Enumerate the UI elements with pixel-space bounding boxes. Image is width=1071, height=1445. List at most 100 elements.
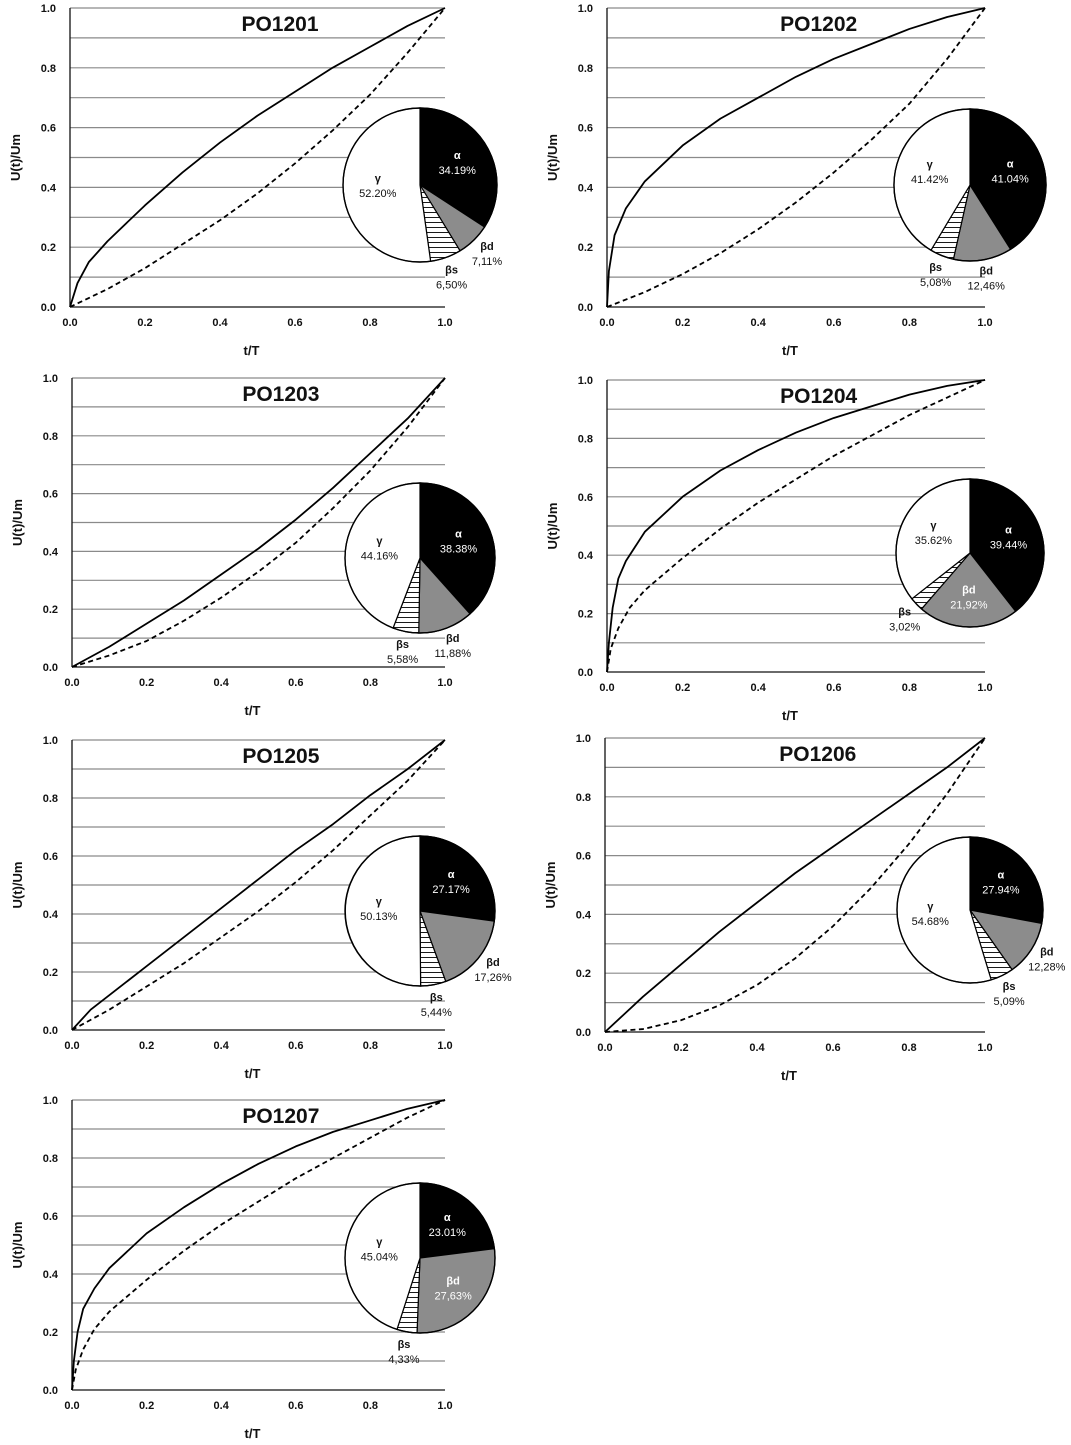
pie-chart: α 34.19% γ 52.20% βd 7,11% βs 6,50% (342, 107, 502, 291)
solid-curve (606, 7, 986, 308)
pie-chart: α 41.04% γ 41.42% βd 12,46% βs 5,08% (893, 108, 1047, 293)
chart-panel: 0.0 0.2 0.4 0.6 0.8 1.0 0.0 0.2 0.4 0.6 0.8 1.0 t/T U… (545, 375, 1045, 723)
y-tick-label: 0.2 (43, 967, 58, 979)
pie-label-value: 39.44% (990, 540, 1028, 552)
pie-label-name: βs (396, 639, 409, 651)
y-tick-label: 0.8 (43, 793, 58, 805)
solid-curve (71, 1099, 446, 1391)
x-axis-title: t/T (244, 343, 260, 358)
chart-panel: 0.0 0.2 0.4 0.6 0.8 1.0 0.0 0.2 0.4 0.6 0.8 1.0 t/T U… (10, 373, 496, 718)
x-tick-label: 1.0 (977, 682, 992, 694)
x-tick-label: 0.8 (363, 677, 378, 689)
pie-label-value: 5,58% (387, 654, 418, 666)
y-tick-label: 0.6 (41, 123, 56, 135)
pie-label-value: 5,08% (920, 277, 951, 289)
y-tick-label: 0.0 (43, 662, 58, 674)
x-axis-title: t/T (245, 703, 261, 718)
y-tick-label: 0.6 (43, 489, 58, 501)
y-tick-label: 0.8 (43, 431, 58, 443)
pie-label-name: γ (376, 896, 383, 908)
pie-chart: α 27.17% γ 50.13% βd 17,26% βs 5,44% (344, 835, 512, 1019)
x-tick-label: 0.2 (139, 1400, 154, 1412)
x-axis-title: t/T (782, 343, 798, 358)
x-tick-label: 0.0 (64, 677, 79, 689)
pie-label-name: α (444, 1212, 451, 1224)
pie-label-name: βs (898, 606, 911, 618)
x-tick-label: 0.2 (675, 317, 690, 329)
y-tick-label: 0.6 (578, 123, 593, 135)
pie-label-value: 5,09% (993, 996, 1024, 1008)
dashed-curve (606, 7, 986, 308)
y-tick-label: 1.0 (43, 373, 58, 385)
chart-title: PO1203 (242, 383, 319, 406)
chart-panel: 0.0 0.2 0.4 0.6 0.8 1.0 0.0 0.2 0.4 0.6 0.8 1.0 t/T U… (543, 733, 1066, 1083)
pie-label-name: βd (486, 957, 499, 969)
chart-title: PO1202 (780, 13, 857, 36)
y-tick-label: 0.0 (576, 1027, 591, 1039)
pie-label-value: 5,44% (421, 1007, 452, 1019)
y-tick-label: 0.4 (41, 182, 57, 194)
x-tick-label: 0.8 (901, 1042, 916, 1054)
y-tick-label: 0.4 (43, 546, 59, 558)
pie-label-value: 41.42% (911, 174, 949, 186)
y-tick-label: 0.6 (576, 851, 591, 863)
pie-label-value: 23.01% (429, 1227, 467, 1239)
chart-panel: 0.0 0.2 0.4 0.6 0.8 1.0 0.0 0.2 0.4 0.6 0.8 1.0 t/T U… (10, 735, 512, 1081)
y-tick-label: 0.0 (578, 667, 593, 679)
x-tick-label: 0.6 (288, 1040, 303, 1052)
x-tick-label: 0.4 (751, 317, 767, 329)
y-axis-title: U(t)/Um (10, 499, 25, 546)
pie-label-value: 21,92% (950, 599, 988, 611)
x-tick-label: 0.8 (362, 317, 377, 329)
pie-label-name: βs (430, 992, 443, 1004)
y-tick-label: 0.2 (43, 1327, 58, 1339)
y-tick-label: 0.2 (578, 609, 593, 621)
y-tick-label: 0.4 (576, 909, 592, 921)
pie-label-name: α (1007, 158, 1014, 170)
y-tick-label: 0.2 (578, 242, 593, 254)
y-tick-label: 0.8 (43, 1153, 58, 1165)
x-tick-label: 0.4 (212, 317, 228, 329)
chart-title: PO1207 (242, 1105, 319, 1128)
pie-slice-alpha (419, 835, 496, 922)
pie-label-name: γ (376, 535, 383, 547)
x-tick-label: 0.8 (363, 1040, 378, 1052)
x-tick-label: 0.2 (137, 317, 152, 329)
y-tick-label: 0.6 (43, 851, 58, 863)
y-tick-label: 0.4 (43, 1269, 59, 1281)
x-tick-label: 0.2 (675, 682, 690, 694)
pie-label-name: βd (962, 584, 975, 596)
pie-slice-gamma (342, 107, 432, 263)
y-tick-label: 0.8 (578, 433, 593, 445)
pie-outline (895, 478, 1045, 628)
x-tick-label: 0.6 (287, 317, 302, 329)
y-tick-label: 1.0 (576, 733, 591, 745)
pie-label-name: α (454, 150, 461, 162)
pie-chart: α 27.94% γ 54.68% βd 12,28% βs 5,09% (896, 836, 1066, 1008)
pie-label-value: 45.04% (361, 1252, 399, 1264)
y-tick-label: 0.2 (576, 968, 591, 980)
y-tick-label: 0.8 (576, 792, 591, 804)
x-tick-label: 1.0 (437, 1040, 452, 1052)
x-axis-title: t/T (782, 708, 798, 723)
pie-label-name: α (448, 869, 455, 881)
chart-panel: 0.0 0.2 0.4 0.6 0.8 1.0 0.0 0.2 0.4 0.6 0.8 1.0 t/T U… (10, 1095, 496, 1441)
x-axis-title: t/T (781, 1068, 797, 1083)
y-tick-label: 0.0 (41, 302, 56, 314)
solid-curve (69, 7, 446, 308)
pie-outline (344, 1182, 496, 1334)
chart-title: PO1206 (779, 743, 856, 766)
chart-panel: 0.0 0.2 0.4 0.6 0.8 1.0 0.0 0.2 0.4 0.6 0.8 1.0 t/T U… (545, 3, 1047, 358)
x-tick-label: 0.4 (749, 1042, 765, 1054)
x-tick-label: 0.4 (214, 1400, 230, 1412)
x-tick-label: 0.2 (139, 1040, 154, 1052)
x-tick-label: 0.0 (64, 1400, 79, 1412)
x-tick-label: 0.4 (751, 682, 767, 694)
y-tick-label: 1.0 (578, 375, 593, 387)
pie-label-name: α (1005, 525, 1012, 537)
y-tick-label: 0.4 (578, 550, 594, 562)
pie-label-name: βs (929, 262, 942, 274)
pie-label-name: γ (375, 173, 382, 185)
pie-label-name: βd (446, 633, 459, 645)
pie-chart: α 23.01% γ 45.04% βd 27,63% βs 4,33% (344, 1182, 496, 1366)
